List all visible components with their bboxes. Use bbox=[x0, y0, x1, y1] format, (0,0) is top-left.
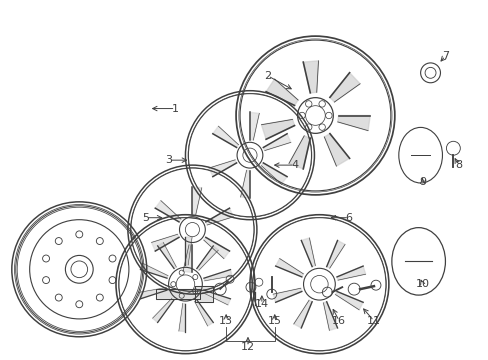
Text: 5: 5 bbox=[142, 213, 149, 223]
Polygon shape bbox=[195, 286, 213, 302]
Text: 4: 4 bbox=[290, 160, 298, 170]
Polygon shape bbox=[249, 112, 259, 140]
Text: 9: 9 bbox=[418, 177, 426, 187]
Polygon shape bbox=[265, 79, 298, 105]
Text: 6: 6 bbox=[345, 213, 352, 223]
Polygon shape bbox=[293, 300, 311, 328]
Polygon shape bbox=[263, 134, 290, 150]
Polygon shape bbox=[336, 266, 365, 280]
Text: 13: 13 bbox=[219, 316, 233, 326]
Polygon shape bbox=[183, 245, 192, 273]
Polygon shape bbox=[139, 288, 167, 299]
Polygon shape bbox=[179, 303, 185, 332]
Polygon shape bbox=[275, 258, 303, 277]
Polygon shape bbox=[157, 242, 176, 269]
Polygon shape bbox=[140, 264, 168, 278]
Polygon shape bbox=[203, 237, 229, 258]
Polygon shape bbox=[203, 270, 232, 281]
Text: 16: 16 bbox=[331, 316, 346, 326]
Polygon shape bbox=[323, 302, 337, 330]
Polygon shape bbox=[212, 126, 238, 148]
Polygon shape bbox=[303, 61, 318, 93]
Polygon shape bbox=[185, 237, 192, 265]
Polygon shape bbox=[288, 136, 310, 169]
Polygon shape bbox=[155, 201, 181, 222]
Polygon shape bbox=[329, 73, 359, 102]
Polygon shape bbox=[326, 240, 345, 268]
Text: 3: 3 bbox=[165, 155, 172, 165]
Text: 14: 14 bbox=[254, 299, 268, 309]
Polygon shape bbox=[152, 298, 174, 323]
Text: 12: 12 bbox=[241, 342, 255, 352]
Polygon shape bbox=[205, 208, 233, 225]
Polygon shape bbox=[197, 246, 218, 270]
Polygon shape bbox=[203, 290, 230, 305]
Polygon shape bbox=[209, 160, 236, 177]
Polygon shape bbox=[240, 170, 249, 198]
Polygon shape bbox=[337, 116, 369, 131]
Polygon shape bbox=[192, 187, 202, 215]
Polygon shape bbox=[261, 163, 286, 184]
Polygon shape bbox=[335, 292, 363, 310]
Text: 2: 2 bbox=[264, 71, 271, 81]
Polygon shape bbox=[301, 238, 315, 267]
Polygon shape bbox=[261, 120, 294, 139]
Text: 8: 8 bbox=[454, 160, 461, 170]
Polygon shape bbox=[273, 288, 301, 302]
Text: 11: 11 bbox=[366, 316, 380, 326]
Polygon shape bbox=[155, 289, 200, 299]
Polygon shape bbox=[151, 234, 179, 251]
Polygon shape bbox=[194, 300, 213, 326]
Text: 10: 10 bbox=[415, 279, 429, 289]
Text: 1: 1 bbox=[172, 104, 179, 113]
Polygon shape bbox=[324, 134, 349, 166]
Text: 7: 7 bbox=[441, 51, 448, 61]
Text: 15: 15 bbox=[267, 316, 281, 326]
